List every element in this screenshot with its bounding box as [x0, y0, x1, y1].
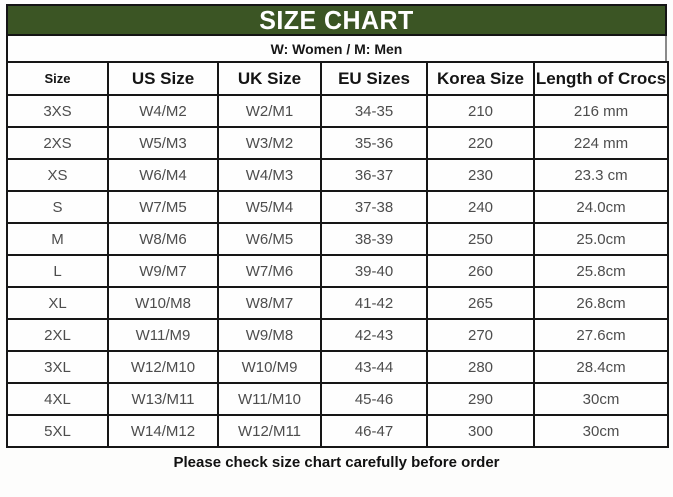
table-cell: 5XL: [6, 414, 109, 448]
size-chart: SIZE CHART W: Women / M: Men Size US Siz…: [6, 4, 669, 471]
table-cell: W8/M6: [107, 222, 219, 256]
table-cell: 280: [426, 350, 535, 384]
table-cell: 46-47: [320, 414, 428, 448]
table-cell: 270: [426, 318, 535, 352]
table-cell: 39-40: [320, 254, 428, 288]
table-cell: 224 mm: [533, 126, 669, 160]
table-cell: 37-38: [320, 190, 428, 224]
table-row: XS W6/M4 W4/M3 36-37 230 23.3 cm: [6, 158, 669, 192]
legend-abbreviations: W: Women / M: Men: [270, 40, 403, 57]
table-row: 2XS W5/M3 W3/M2 35-36 220 224 mm: [6, 126, 669, 160]
size-table-header: Size US Size UK Size EU Sizes Korea Size…: [6, 61, 669, 96]
title-bar: SIZE CHART: [6, 4, 667, 36]
table-cell: 300: [426, 414, 535, 448]
table-cell: W11/M10: [217, 382, 322, 416]
size-table-body: 3XS W4/M2 W2/M1 34-35 210 216 mm 2XS W5/M3 W3/M2…: [6, 94, 669, 448]
table-cell: 36-37: [320, 158, 428, 192]
table-cell: W7/M5: [107, 190, 219, 224]
column-header-eu-sizes: EU Sizes: [320, 61, 428, 96]
table-cell: W12/M10: [107, 350, 219, 384]
table-row: 3XS W4/M2 W2/M1 34-35 210 216 mm: [6, 94, 669, 128]
table-cell: 3XL: [6, 350, 109, 384]
table-cell: 2XL: [6, 318, 109, 352]
table-cell: W10/M8: [107, 286, 219, 320]
table-cell: W9/M7: [107, 254, 219, 288]
table-cell: XS: [6, 158, 109, 192]
table-cell: 38-39: [320, 222, 428, 256]
table-cell: W4/M3: [217, 158, 322, 192]
column-header-uk-size: UK Size: [217, 61, 322, 96]
table-cell: L: [6, 254, 109, 288]
column-header-size: Size: [6, 61, 109, 96]
table-cell: 30cm: [533, 414, 669, 448]
table-cell: 34-35: [320, 94, 428, 128]
table-cell: XL: [6, 286, 109, 320]
table-cell: 220: [426, 126, 535, 160]
table-cell: W3/M2: [217, 126, 322, 160]
table-cell: W14/M12: [107, 414, 219, 448]
table-cell: S: [6, 190, 109, 224]
table-cell: 2XS: [6, 126, 109, 160]
header-row: Size US Size UK Size EU Sizes Korea Size…: [6, 61, 669, 96]
table-cell: 26.8cm: [533, 286, 669, 320]
table-cell: W2/M1: [217, 94, 322, 128]
table-row: M W8/M6 W6/M5 38-39 250 25.0cm: [6, 222, 669, 256]
table-row: 2XL W11/M9 W9/M8 42-43 270 27.6cm: [6, 318, 669, 352]
table-cell: 43-44: [320, 350, 428, 384]
table-cell: W6/M4: [107, 158, 219, 192]
footer-note: Please check size chart carefully before…: [173, 454, 500, 471]
table-cell: 45-46: [320, 382, 428, 416]
column-header-length-of-crocs: Length of Crocs: [533, 61, 669, 96]
table-cell: 216 mm: [533, 94, 669, 128]
table-cell: 230: [426, 158, 535, 192]
table-row: L W9/M7 W7/M6 39-40 260 25.8cm: [6, 254, 669, 288]
table-cell: 23.3 cm: [533, 158, 669, 192]
table-cell: 28.4cm: [533, 350, 669, 384]
table-cell: 27.6cm: [533, 318, 669, 352]
table-cell: 3XS: [6, 94, 109, 128]
table-cell: W8/M7: [217, 286, 322, 320]
subtitle-bar: W: Women / M: Men: [6, 36, 667, 61]
table-row: S W7/M5 W5/M4 37-38 240 24.0cm: [6, 190, 669, 224]
column-header-korea-size: Korea Size: [426, 61, 535, 96]
table-cell: W10/M9: [217, 350, 322, 384]
table-cell: W13/M11: [107, 382, 219, 416]
table-cell: 25.8cm: [533, 254, 669, 288]
table-cell: 4XL: [6, 382, 109, 416]
table-cell: M: [6, 222, 109, 256]
page-title: SIZE CHART: [259, 5, 414, 35]
table-cell: W7/M6: [217, 254, 322, 288]
table-cell: 260: [426, 254, 535, 288]
table-cell: W9/M8: [217, 318, 322, 352]
table-cell: W11/M9: [107, 318, 219, 352]
table-cell: 240: [426, 190, 535, 224]
table-row: 3XL W12/M10 W10/M9 43-44 280 28.4cm: [6, 350, 669, 384]
table-cell: 250: [426, 222, 535, 256]
table-cell: 290: [426, 382, 535, 416]
table-cell: 265: [426, 286, 535, 320]
table-row: 4XL W13/M11 W11/M10 45-46 290 30cm: [6, 382, 669, 416]
table-cell: W4/M2: [107, 94, 219, 128]
table-cell: 24.0cm: [533, 190, 669, 224]
table-cell: W6/M5: [217, 222, 322, 256]
table-cell: 210: [426, 94, 535, 128]
table-cell: W5/M4: [217, 190, 322, 224]
table-cell: 25.0cm: [533, 222, 669, 256]
table-cell: W12/M11: [217, 414, 322, 448]
table-cell: W5/M3: [107, 126, 219, 160]
table-cell: 30cm: [533, 382, 669, 416]
column-header-us-size: US Size: [107, 61, 219, 96]
table-cell: 42-43: [320, 318, 428, 352]
size-table: Size US Size UK Size EU Sizes Korea Size…: [6, 61, 669, 448]
table-cell: 41-42: [320, 286, 428, 320]
table-row: XL W10/M8 W8/M7 41-42 265 26.8cm: [6, 286, 669, 320]
table-cell: 35-36: [320, 126, 428, 160]
table-row: 5XL W14/M12 W12/M11 46-47 300 30cm: [6, 414, 669, 448]
